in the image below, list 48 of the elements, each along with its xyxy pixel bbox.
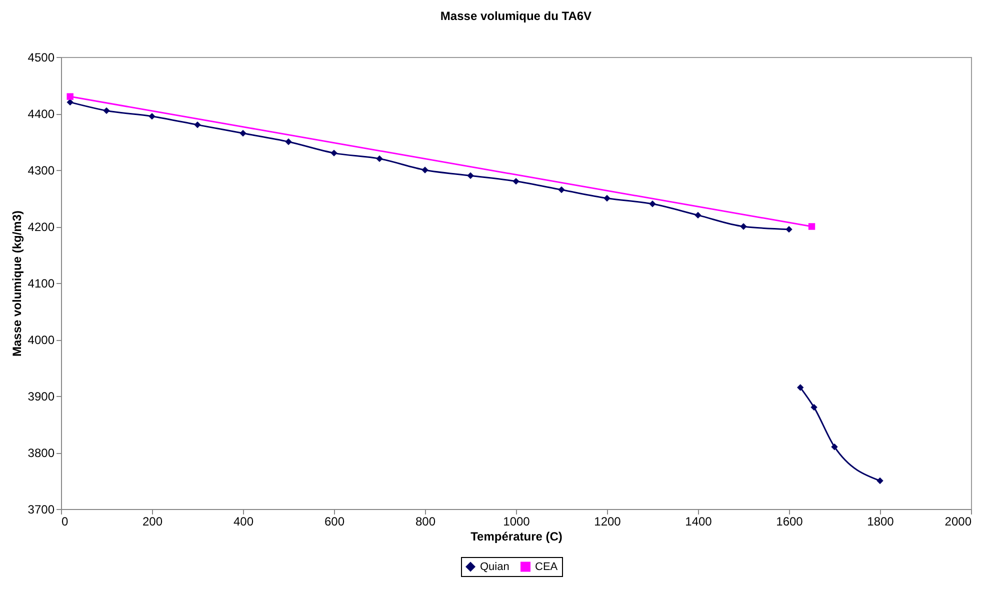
y-tick-label: 4200	[28, 220, 55, 234]
point	[285, 138, 292, 146]
x-tick-label: 1400	[685, 514, 712, 528]
y-tick-label: 3800	[28, 446, 55, 460]
point	[558, 186, 565, 194]
point	[694, 212, 702, 219]
y-tick-label: 4400	[28, 107, 55, 121]
point	[810, 404, 818, 411]
x-tick-label: 800	[415, 514, 436, 528]
y-tick-label: 4100	[28, 276, 55, 290]
y-tick-label: 4000	[28, 333, 55, 347]
y-tick-label: 4500	[28, 50, 55, 64]
point	[831, 443, 838, 450]
point	[797, 384, 804, 391]
point	[786, 226, 792, 233]
x-tick-label: 1600	[776, 514, 804, 528]
point	[808, 223, 816, 230]
point	[467, 172, 474, 180]
point	[66, 93, 74, 100]
x-tick-label: 2000	[944, 514, 972, 528]
x-tick-label: 1800	[867, 514, 894, 528]
x-axis-title: Température (C)	[470, 530, 562, 544]
y-tick-label: 4300	[28, 164, 55, 178]
x-tick-label: 0	[62, 514, 68, 528]
x-tick-label: 1200	[594, 514, 622, 528]
point	[512, 178, 520, 185]
point	[103, 107, 110, 114]
point	[876, 477, 884, 484]
point	[66, 98, 74, 106]
legend-label: CEA	[535, 560, 558, 573]
point	[376, 155, 383, 162]
point	[740, 223, 747, 230]
point	[194, 121, 201, 128]
point	[240, 130, 246, 137]
point	[649, 200, 656, 208]
point	[148, 112, 156, 120]
x-tick-label: 200	[142, 514, 163, 528]
y-tick-label: 3700	[28, 502, 55, 516]
x-tick-label: 400	[233, 514, 254, 528]
x-tick-label: 1000	[503, 514, 530, 528]
point	[330, 150, 338, 156]
y-axis-title: Masse volumique (kg/m3)	[10, 210, 24, 357]
x-tick-label: 600	[324, 514, 345, 528]
point	[604, 194, 610, 202]
legend-label: Quian	[480, 560, 510, 573]
y-tick-label: 3900	[28, 390, 55, 404]
point	[422, 166, 428, 174]
chart-title: Masse volumique du TA6V	[440, 9, 592, 23]
